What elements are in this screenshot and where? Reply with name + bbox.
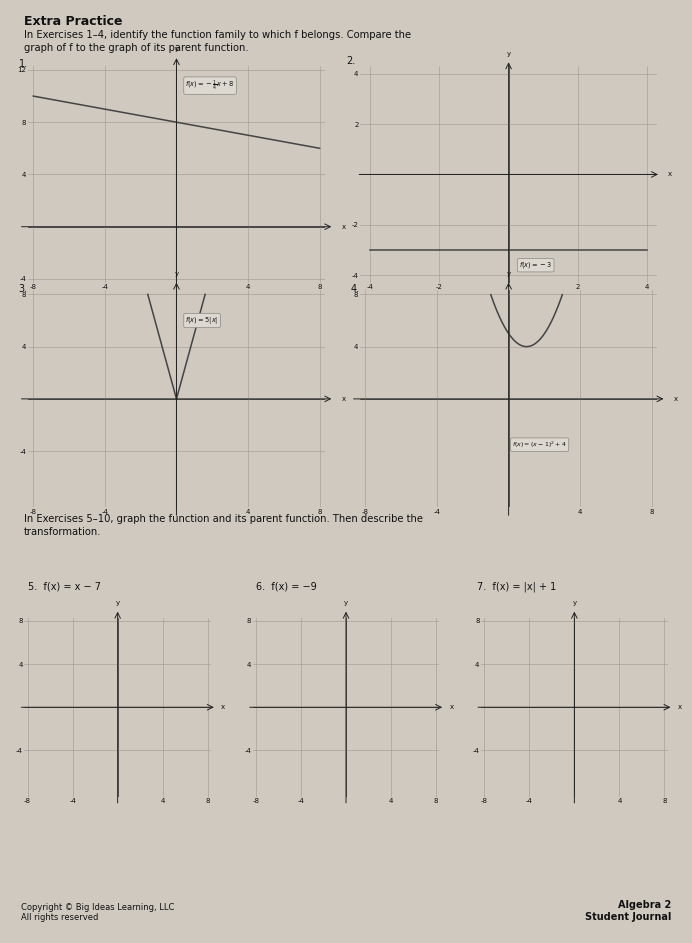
Text: $f(x) = (x-1)^2 + 4$: $f(x) = (x-1)^2 + 4$: [512, 439, 567, 450]
Text: In Exercises 1–4, identify the function family to which f belongs. Compare the
g: In Exercises 1–4, identify the function …: [24, 30, 411, 54]
Text: $f(x) = -\frac{1}{4}x + 8$: $f(x) = -\frac{1}{4}x + 8$: [185, 78, 235, 92]
Text: x: x: [673, 396, 677, 402]
Text: 2.: 2.: [346, 56, 355, 66]
Text: y: y: [507, 51, 511, 57]
Text: 3.: 3.: [19, 284, 28, 294]
Text: In Exercises 5–10, graph the function and its parent function. Then describe the: In Exercises 5–10, graph the function an…: [24, 514, 424, 538]
Text: 7.  f(x) = |x| + 1: 7. f(x) = |x| + 1: [477, 582, 557, 592]
Text: y: y: [572, 601, 576, 606]
Text: y: y: [174, 46, 179, 53]
Text: x: x: [341, 396, 345, 402]
Text: x: x: [668, 172, 672, 177]
Text: x: x: [678, 704, 682, 710]
Text: $f(x) = -3$: $f(x) = -3$: [519, 260, 552, 271]
Text: y: y: [507, 271, 511, 277]
Text: y: y: [174, 271, 179, 277]
Text: x: x: [221, 704, 226, 710]
Text: 4.: 4.: [351, 284, 360, 294]
Text: x: x: [450, 704, 454, 710]
Text: Extra Practice: Extra Practice: [24, 15, 122, 28]
Text: x: x: [341, 223, 345, 230]
Text: Algebra 2
Student Journal: Algebra 2 Student Journal: [585, 900, 671, 922]
Text: y: y: [344, 601, 348, 606]
Text: 1.: 1.: [19, 59, 28, 70]
Text: Copyright © Big Ideas Learning, LLC
All rights reserved: Copyright © Big Ideas Learning, LLC All …: [21, 902, 174, 922]
Text: 5.  f(x) = x − 7: 5. f(x) = x − 7: [28, 582, 100, 592]
Text: y: y: [116, 601, 120, 606]
Text: $f(x) = 5|x|$: $f(x) = 5|x|$: [185, 315, 219, 326]
Text: 6.  f(x) = −9: 6. f(x) = −9: [256, 582, 317, 592]
